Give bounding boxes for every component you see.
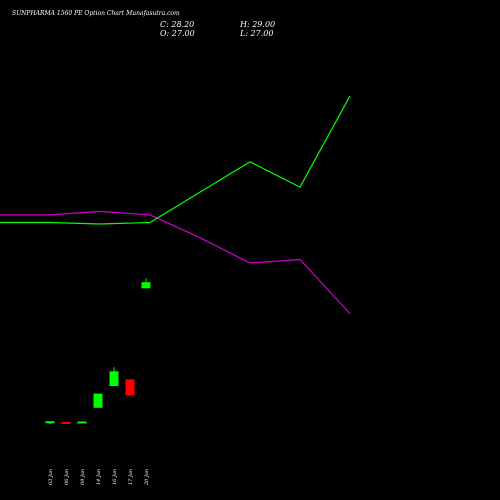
purple-trend-line [0, 210, 351, 315]
candle-body [109, 371, 119, 387]
date-tick-label: 03 Jan [48, 469, 54, 485]
date-tick-label: 09 Jan [80, 469, 86, 485]
candle-body [93, 393, 103, 408]
date-tick-label: 14 Jan [96, 469, 102, 485]
candle-body [45, 421, 55, 424]
candle-body [77, 421, 87, 424]
date-tick-label: 16 Jan [112, 469, 118, 485]
green-trend-line [0, 95, 351, 225]
chart-title: SUNPHARMA 1560 PE Option Chart Munafasut… [12, 10, 180, 17]
candle-body [125, 379, 135, 396]
low-value: L: 27.00 [240, 29, 274, 38]
open-value: O: 27.00 [160, 29, 195, 38]
high-value: H: 29.00 [240, 20, 276, 29]
date-tick-label: 17 Jan [128, 469, 134, 485]
date-tick-label: 20 Jan [144, 469, 150, 486]
candle-body [141, 282, 151, 289]
date-tick-label: 06 Jan [64, 469, 70, 485]
close-value: C: 28.20 [160, 20, 195, 29]
candle-body [61, 421, 71, 424]
